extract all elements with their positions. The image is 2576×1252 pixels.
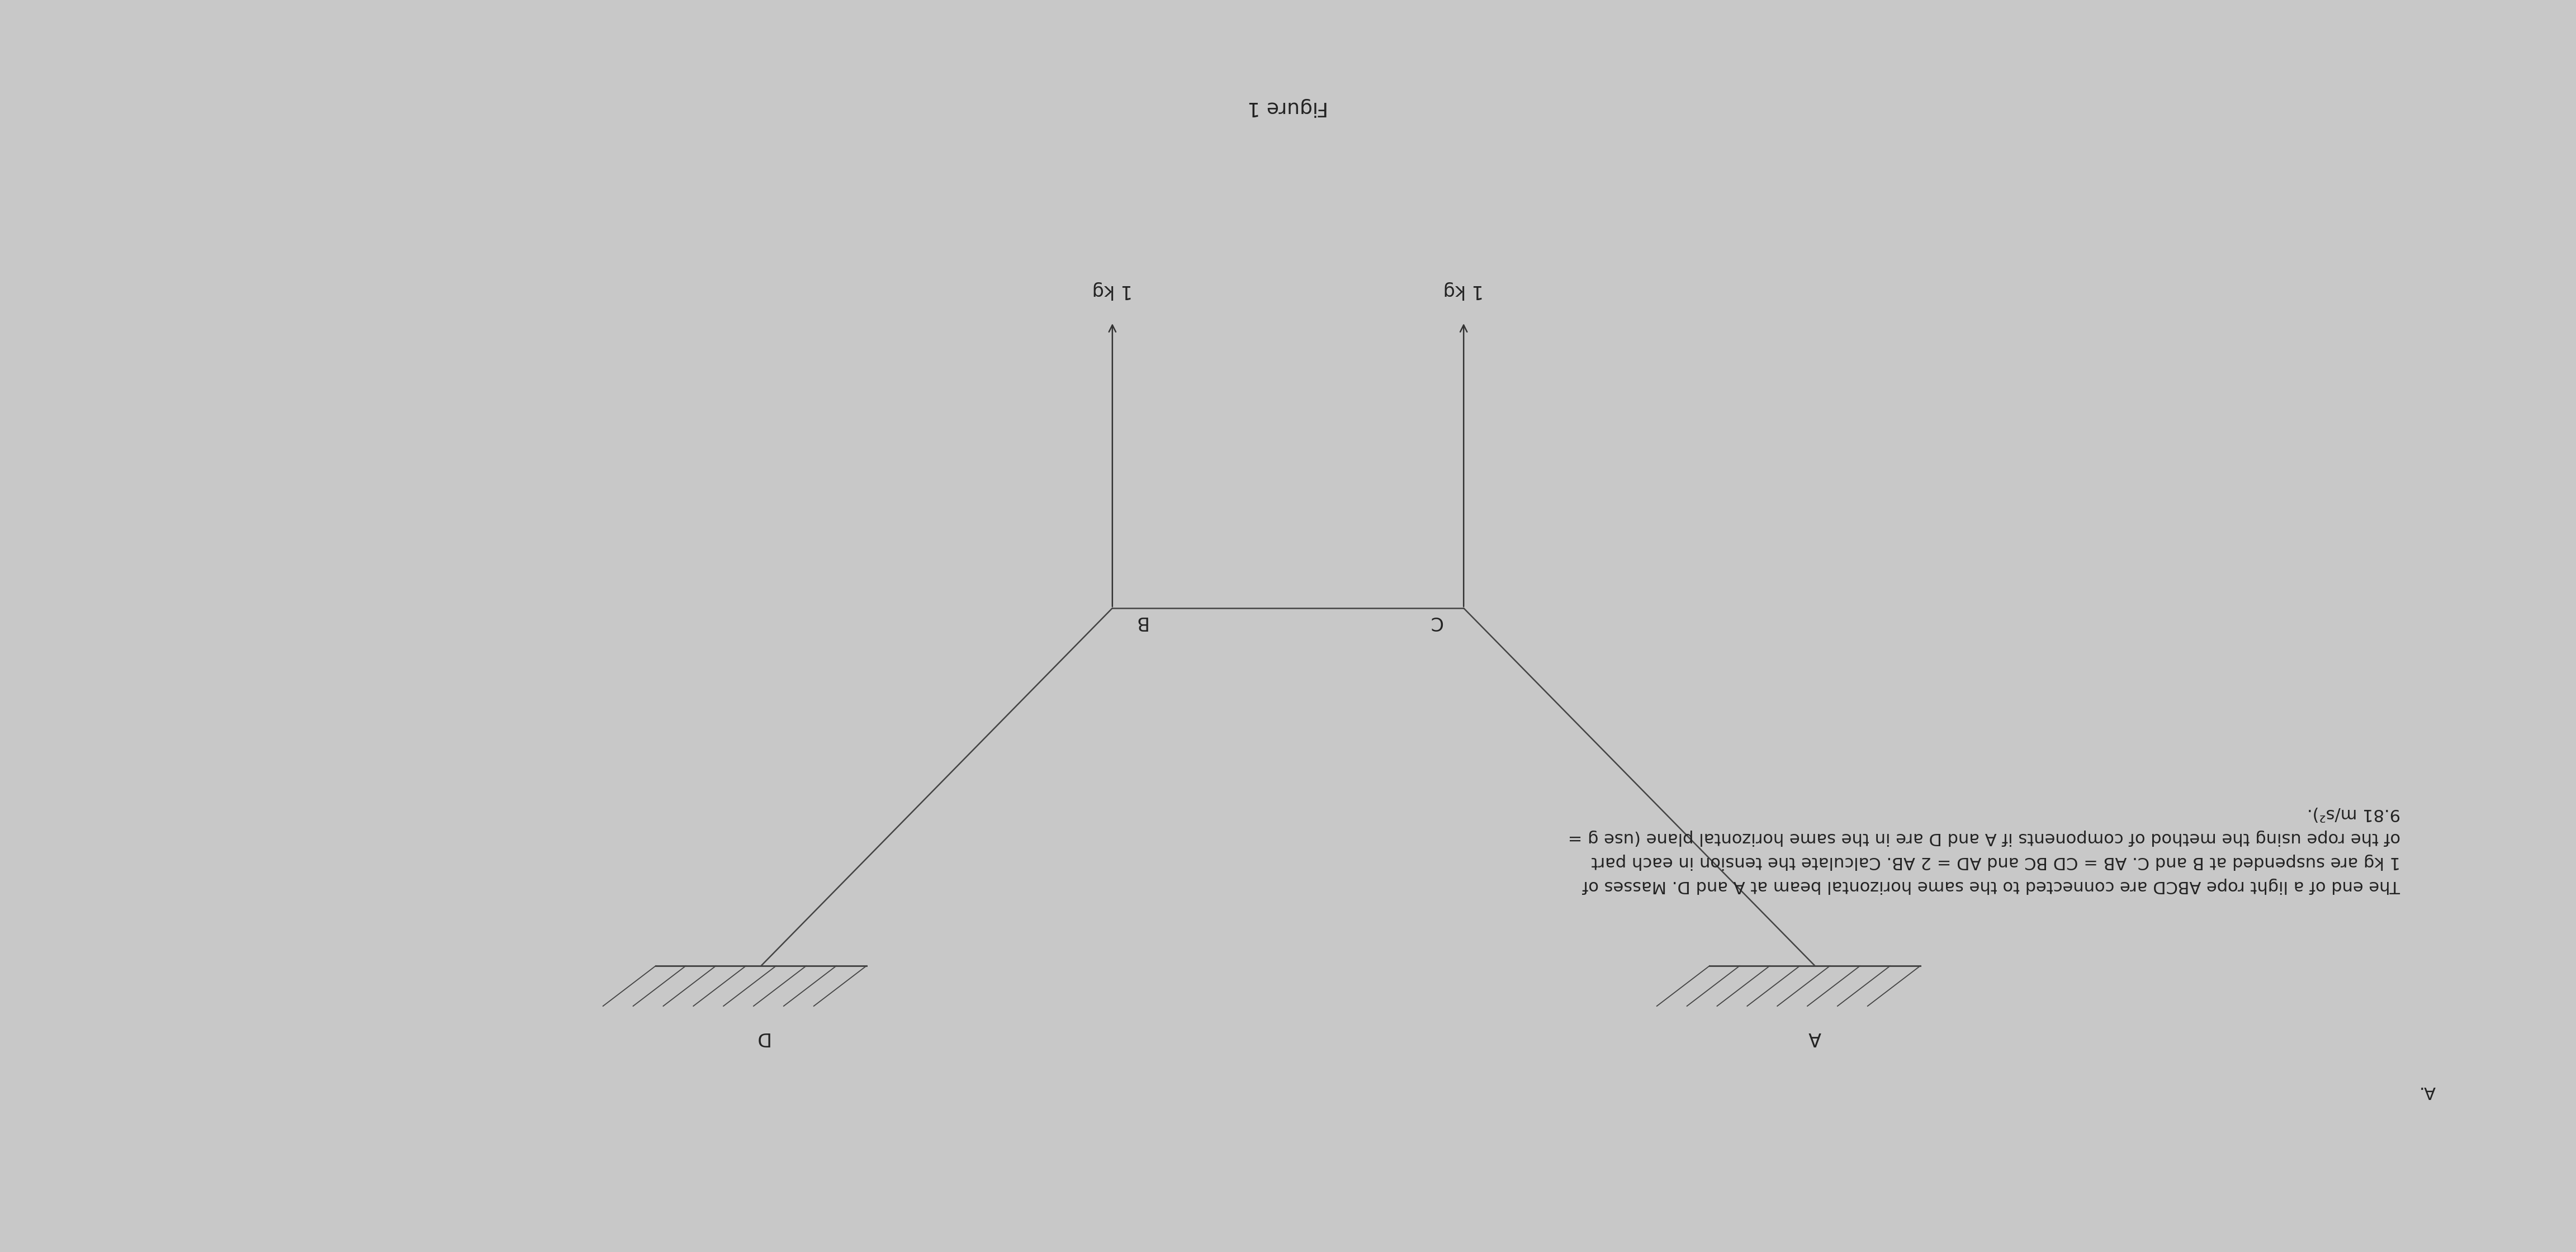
Text: 1 kg: 1 kg bbox=[1092, 282, 1133, 299]
Text: Figure 1: Figure 1 bbox=[1247, 98, 1329, 116]
Text: A.: A. bbox=[2419, 1083, 2434, 1099]
Text: D: D bbox=[755, 1028, 768, 1047]
Text: A: A bbox=[1808, 1028, 1821, 1047]
Text: C: C bbox=[1430, 612, 1443, 631]
Text: The end of a light rope ABCD are connected to the same horizontal beam at A and : The end of a light rope ABCD are connect… bbox=[1569, 805, 2401, 894]
Text: 1 kg: 1 kg bbox=[1443, 282, 1484, 299]
Text: B: B bbox=[1133, 612, 1146, 631]
